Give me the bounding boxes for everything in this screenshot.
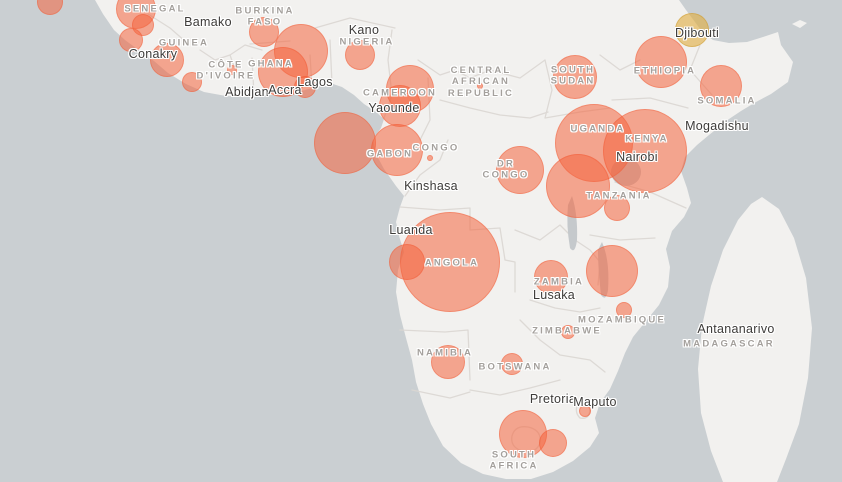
madagascar-island (698, 197, 812, 482)
outbreak-marker[interactable] (477, 83, 483, 89)
outbreak-marker[interactable] (675, 13, 709, 47)
outbreak-marker[interactable] (586, 245, 638, 297)
outbreak-marker[interactable] (604, 195, 630, 221)
outbreak-marker[interactable] (603, 109, 687, 193)
outbreak-marker[interactable] (496, 146, 544, 194)
outbreak-marker[interactable] (561, 325, 575, 339)
outbreak-marker[interactable] (501, 353, 523, 375)
outbreak-marker[interactable] (389, 244, 425, 280)
outbreak-marker[interactable] (431, 345, 465, 379)
outbreak-marker[interactable] (227, 65, 237, 75)
outbreak-marker[interactable] (579, 405, 591, 417)
outbreak-marker[interactable] (616, 302, 632, 318)
outbreak-marker[interactable] (546, 154, 610, 218)
outbreak-marker[interactable] (150, 43, 184, 77)
outbreak-marker[interactable] (119, 28, 143, 52)
outbreak-marker[interactable] (534, 260, 568, 294)
outbreak-marker[interactable] (700, 65, 742, 107)
outbreak-marker[interactable] (249, 17, 279, 47)
outbreak-marker[interactable] (314, 112, 376, 174)
outbreak-marker[interactable] (499, 410, 547, 458)
outbreak-marker[interactable] (379, 85, 421, 127)
outbreak-marker[interactable] (182, 72, 202, 92)
outbreak-marker[interactable] (635, 36, 687, 88)
outbreak-marker[interactable] (345, 40, 375, 70)
outbreak-marker[interactable] (371, 124, 423, 176)
small-island (792, 20, 807, 28)
outbreak-marker[interactable] (553, 55, 597, 99)
outbreak-marker[interactable] (294, 76, 316, 98)
outbreak-marker[interactable] (539, 429, 567, 457)
outbreak-marker[interactable] (427, 155, 433, 161)
